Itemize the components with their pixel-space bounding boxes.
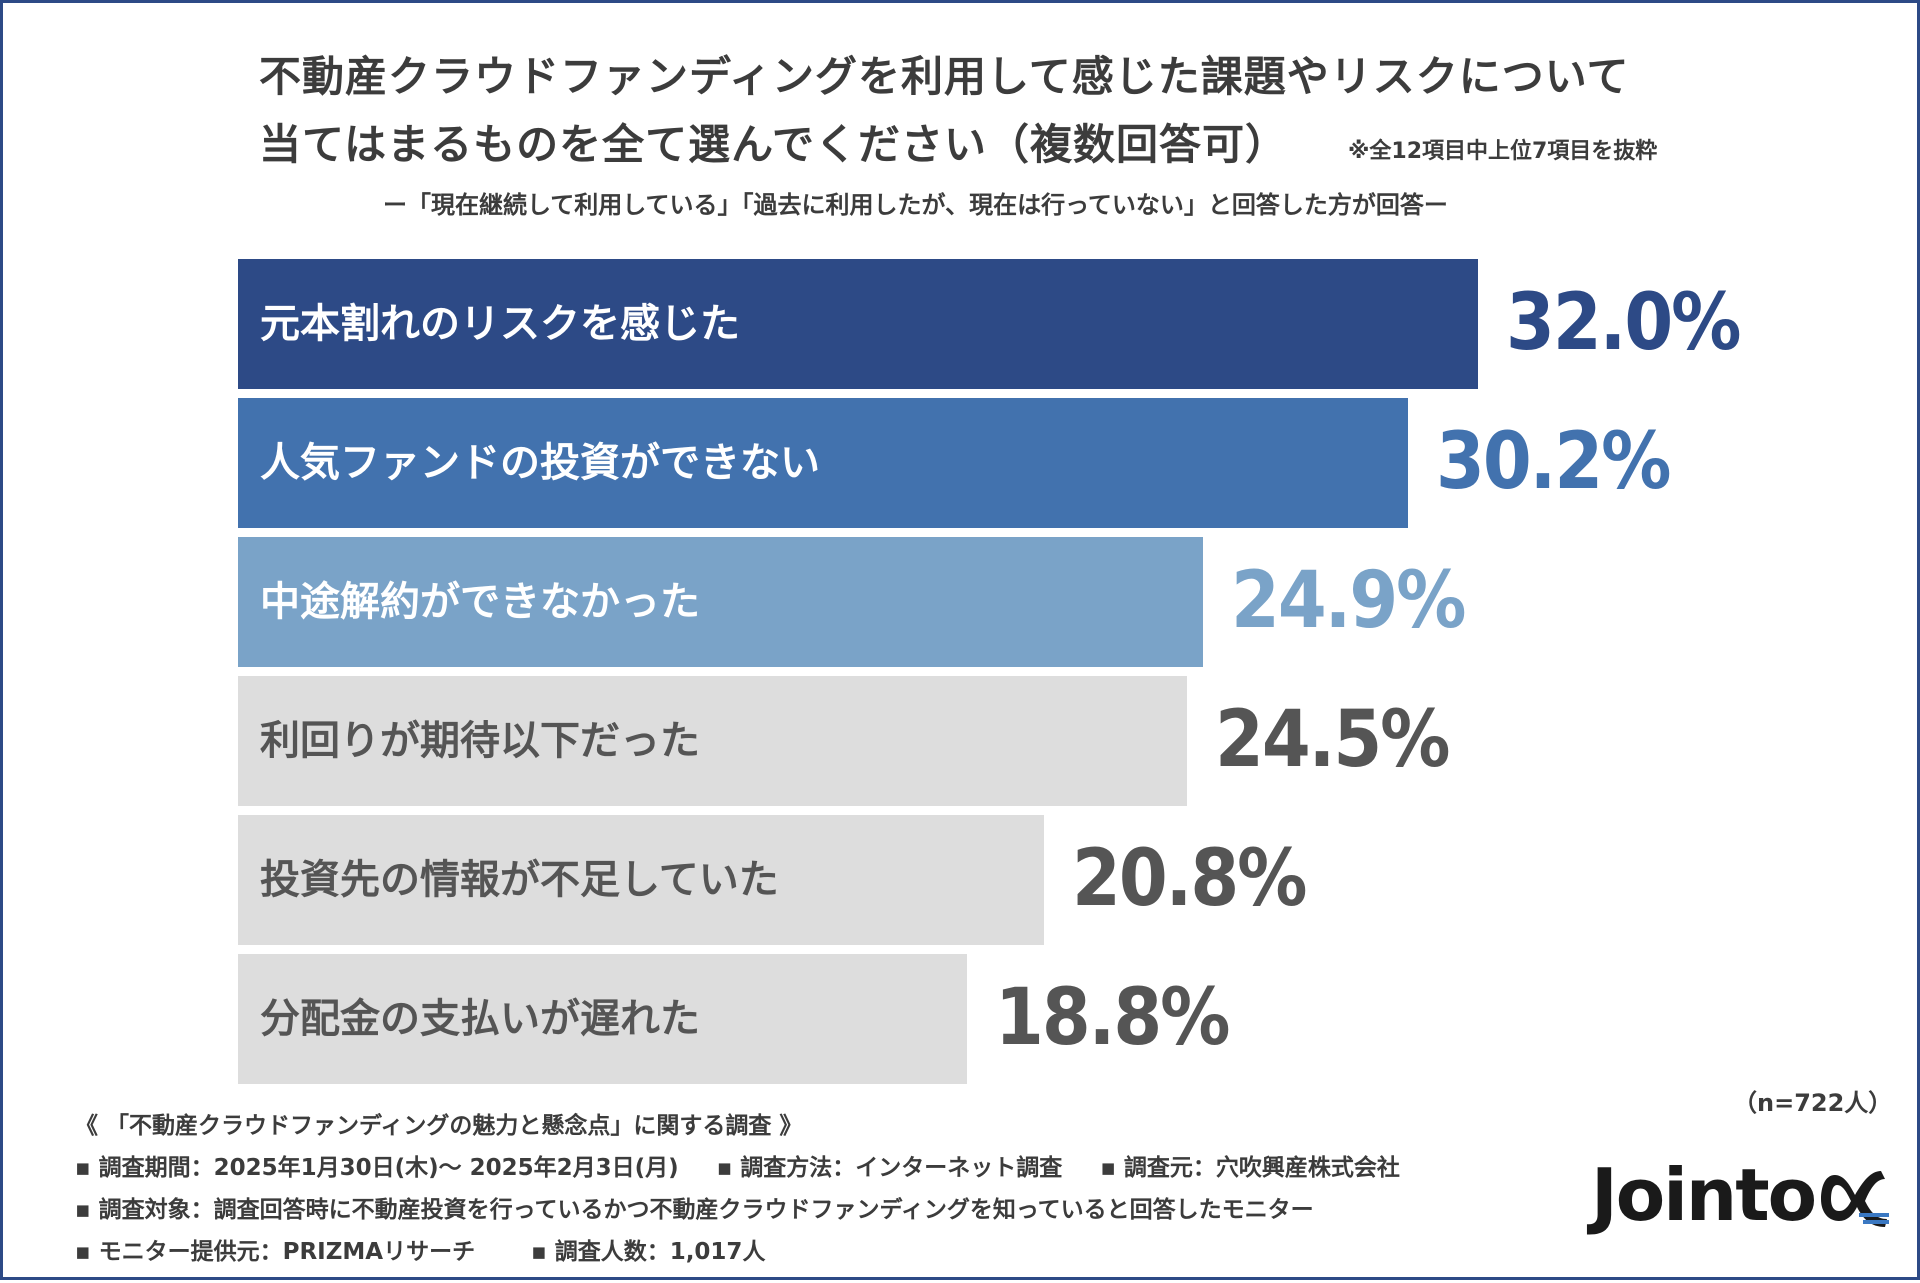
survey-footer: 《 「不動産クラウドファンディングの魅力と懸念点」に関する調査 》 ▪ 調査期間…	[75, 1105, 1438, 1273]
value-label-5: 20.8%	[1072, 834, 1307, 924]
sample-size: （n=722人）	[1733, 1089, 1893, 1117]
survey-respondents: ▪ 調査人数：1,017人	[531, 1239, 766, 1265]
chart-title-note: ※全12項目中上位7項目を抜粋	[1348, 139, 1658, 164]
value-label-2: 30.2%	[1436, 417, 1671, 507]
value-label-6: 18.8%	[995, 973, 1230, 1063]
category-label-1: 元本割れのリスクを感じた	[260, 301, 740, 347]
chart-subtitle: ー「現在継続して利用している」「過去に利用したが、現在は行っていない」と回答した…	[383, 191, 1448, 219]
bar-3	[238, 537, 1203, 667]
survey-info-row: ▪ 調査期間：2025年1月30日(木)～ 2025年2月3日(月) ▪ 調査方…	[75, 1147, 1438, 1189]
survey-target: ▪ 調査対象：調査回答時に不動産投資を行っているかつ不動産クラウドファンディング…	[75, 1197, 1314, 1223]
bar-2	[238, 398, 1408, 528]
survey-method: ▪ 調査方法：インターネット調査	[716, 1155, 1063, 1181]
category-label-6: 分配金の支払いが遅れた	[260, 996, 700, 1042]
chart-title-line2: 当てはまるものを全て選んでください（複数回答可）	[259, 120, 1289, 169]
bar-1	[238, 259, 1478, 389]
bar-chart	[238, 259, 1478, 1084]
value-label-4: 24.5%	[1215, 695, 1450, 785]
value-label-3: 24.9%	[1231, 556, 1466, 646]
value-label-1: 32.0%	[1506, 278, 1741, 368]
category-label-4: 利回りが期待以下だった	[260, 718, 700, 764]
jointo-logo: Jointo	[1591, 1151, 1891, 1231]
bar-6	[238, 954, 967, 1084]
survey-provider: ▪ モニター提供元：PRIZMAリサーチ	[75, 1239, 476, 1265]
bar-5	[238, 815, 1044, 945]
logo-text: Jointo	[1591, 1153, 1817, 1237]
survey-source: ▪ 調査元：穴吹興産株式会社	[1100, 1155, 1400, 1181]
survey-period: ▪ 調査期間：2025年1月30日(木)～ 2025年2月3日(月)	[75, 1155, 679, 1181]
survey-title: 《 「不動産クラウドファンディングの魅力と懸念点」に関する調査 》	[75, 1113, 803, 1139]
category-label-2: 人気ファンドの投資ができない	[260, 440, 820, 486]
bar-4	[238, 676, 1187, 806]
chart-title-line1: 不動産クラウドファンディングを利用して感じた課題やリスクについて	[259, 52, 1630, 101]
alpha-logo-icon	[1821, 1171, 1890, 1227]
category-label-5: 投資先の情報が不足していた	[260, 857, 779, 903]
survey-provider-row: ▪ モニター提供元：PRIZMAリサーチ ▪ 調査人数：1,017人	[75, 1231, 1438, 1273]
category-label-3: 中途解約ができなかった	[260, 579, 700, 625]
